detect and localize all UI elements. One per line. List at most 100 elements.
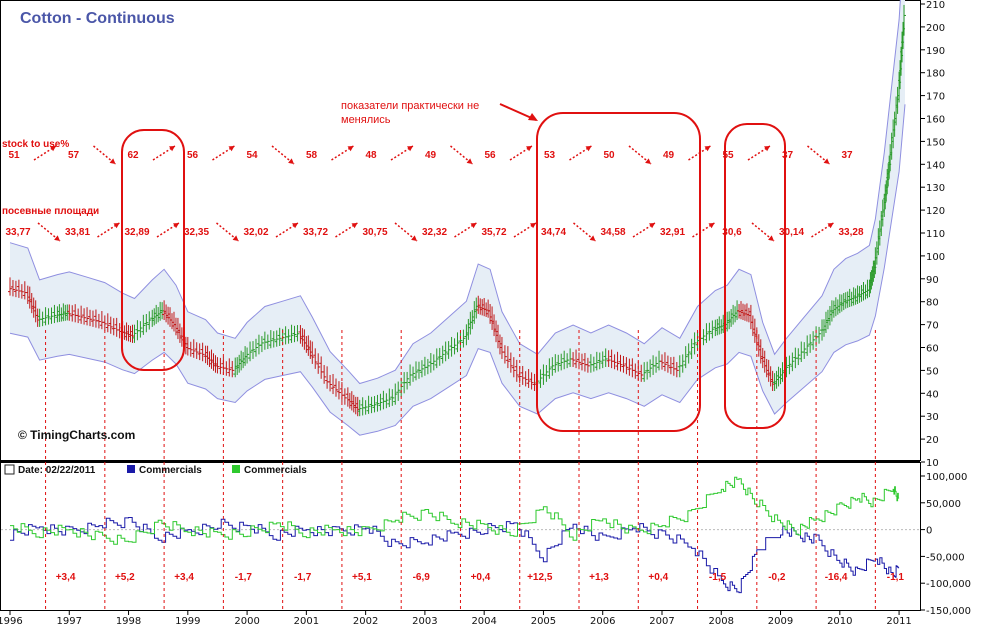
area-value: 32,89 bbox=[124, 227, 149, 238]
x-tick-label: 2006 bbox=[590, 616, 615, 627]
price-y-tick-label: 160 bbox=[926, 115, 945, 126]
area-value: 32,35 bbox=[184, 227, 209, 238]
trend-arrow bbox=[807, 145, 830, 165]
trend-arrow-head bbox=[764, 146, 770, 152]
price-y-tick-label: 60 bbox=[926, 344, 939, 355]
trend-arrow-head bbox=[827, 223, 834, 229]
trend-arrow bbox=[394, 222, 418, 242]
trend-arrow-head bbox=[113, 223, 120, 229]
trend-arrow-head bbox=[169, 146, 175, 152]
x-tick-label: 2001 bbox=[294, 616, 319, 627]
stock-to-use-value: 62 bbox=[127, 150, 139, 161]
note-arrow-head bbox=[528, 113, 538, 121]
trend-arrow-head bbox=[54, 235, 60, 241]
price-y-tick-label: 170 bbox=[926, 92, 945, 103]
trend-arrow-head bbox=[292, 223, 298, 229]
cot-y-tick-label: -150,000 bbox=[926, 606, 971, 617]
trend-arrow-head bbox=[526, 146, 532, 152]
red-vertical-markers bbox=[45, 330, 876, 610]
cot-y-ticks: 100,000 50,000 0 -50,000 -100,000 -150,000 bbox=[921, 472, 971, 617]
cot-change-label: +12,5 bbox=[527, 572, 553, 583]
cot-y-tick-label: -100,000 bbox=[926, 579, 971, 590]
trend-arrow bbox=[751, 222, 775, 242]
cot-change-label: +0,4 bbox=[648, 572, 668, 583]
cot-y-tick-label: -50,000 bbox=[926, 552, 965, 563]
cot-line-blue bbox=[10, 517, 900, 594]
x-tick-label: 2005 bbox=[531, 616, 556, 627]
price-y-tick-label: 210 bbox=[926, 0, 945, 11]
stock-to-use-value: 54 bbox=[246, 150, 258, 161]
area-value: 35,72 bbox=[481, 227, 506, 238]
stock-to-use-value: 37 bbox=[841, 150, 853, 161]
stock-to-use-value: 55 bbox=[722, 150, 734, 161]
trend-arrow bbox=[573, 222, 596, 242]
date-label: Date: 02/22/2011 bbox=[18, 465, 96, 476]
price-y-tick-label: 140 bbox=[926, 160, 945, 171]
stock-to-use-value: 49 bbox=[663, 150, 675, 161]
cot-y-tick-label: 50,000 bbox=[926, 499, 961, 510]
price-y-ticks: 10 20 30 40 50 60 70 80 90 100 110 120 130 140 150 160 1… bbox=[921, 0, 945, 469]
price-y-tick-label: 180 bbox=[926, 69, 945, 80]
stock-to-use-value: 50 bbox=[603, 150, 615, 161]
price-y-tick-label: 200 bbox=[926, 23, 945, 34]
stock-to-use-value: 56 bbox=[187, 150, 199, 161]
price-y-tick-label: 190 bbox=[926, 46, 945, 57]
x-tick-label: 2010 bbox=[827, 616, 852, 627]
area-value: 33,72 bbox=[303, 227, 328, 238]
legend-box-icon bbox=[4, 464, 15, 475]
trend-arrow-head bbox=[823, 158, 830, 164]
trend-arrow-head bbox=[288, 158, 294, 164]
cot-change-label: -1,7 bbox=[294, 572, 312, 583]
trend-arrow-head bbox=[466, 158, 473, 164]
chart-title: Cotton - Continuous bbox=[20, 10, 175, 27]
trend-arrow-head bbox=[470, 223, 477, 229]
cot-change-label: -16,4 bbox=[825, 572, 848, 583]
cot-change-label: +3,4 bbox=[56, 572, 76, 583]
cot-change-label: +5,1 bbox=[352, 572, 372, 583]
trend-arrow-head bbox=[708, 223, 715, 229]
trend-arrow-head bbox=[351, 223, 358, 229]
trend-arrow-head bbox=[347, 146, 354, 152]
cot-change-label: -1,5 bbox=[709, 572, 727, 583]
x-tick-label: 2000 bbox=[234, 616, 259, 627]
oval-2005-2007 bbox=[536, 112, 701, 432]
trend-arrow-head bbox=[645, 158, 651, 164]
legend-label-blue: Commercials bbox=[139, 465, 202, 476]
x-tick-label: 2004 bbox=[471, 616, 496, 627]
area-value: 33,77 bbox=[5, 227, 30, 238]
x-tick-label: 1999 bbox=[175, 616, 200, 627]
area-value: 32,32 bbox=[422, 227, 447, 238]
area-value: 33,28 bbox=[838, 227, 863, 238]
stock-to-use-value: 56 bbox=[484, 150, 496, 161]
cot-y-tick-label: 100,000 bbox=[926, 472, 967, 483]
oval-2008 bbox=[724, 123, 786, 429]
x-tick-label: 2007 bbox=[649, 616, 674, 627]
bollinger-upper bbox=[9, 0, 901, 385]
legend-swatch-green bbox=[232, 465, 240, 473]
x-tick-label: 1997 bbox=[57, 616, 82, 627]
cot-change-label: -1,7 bbox=[235, 572, 253, 583]
price-y-tick-label: 90 bbox=[926, 275, 939, 286]
cot-change-label: +3,4 bbox=[174, 572, 194, 583]
area-value: 33,81 bbox=[65, 227, 90, 238]
trend-arrow-head bbox=[768, 235, 774, 241]
stock-to-use-value: 57 bbox=[68, 150, 80, 161]
area-value: 30,14 bbox=[779, 227, 804, 238]
area-value: 34,58 bbox=[600, 227, 625, 238]
cot-y-tick-label: 0 bbox=[926, 526, 932, 537]
cot-change-label: +0,4 bbox=[471, 572, 491, 583]
cot-change-label: -0,2 bbox=[768, 572, 786, 583]
x-tick-label: 1998 bbox=[116, 616, 141, 627]
price-y-tick-label: 120 bbox=[926, 206, 945, 217]
price-y-tick-label: 20 bbox=[926, 435, 939, 446]
stock-to-use-value: 37 bbox=[782, 150, 794, 161]
stock-to-use-value: 58 bbox=[306, 150, 318, 161]
trend-arrow-head bbox=[228, 146, 235, 152]
price-y-tick-label: 150 bbox=[926, 137, 945, 148]
copyright-label: © TimingCharts.com bbox=[18, 428, 135, 442]
oval-1998 bbox=[121, 129, 185, 371]
trend-arrow-head bbox=[232, 235, 239, 241]
trend-arrow-head bbox=[173, 223, 179, 229]
x-tick-label: 2002 bbox=[353, 616, 378, 627]
